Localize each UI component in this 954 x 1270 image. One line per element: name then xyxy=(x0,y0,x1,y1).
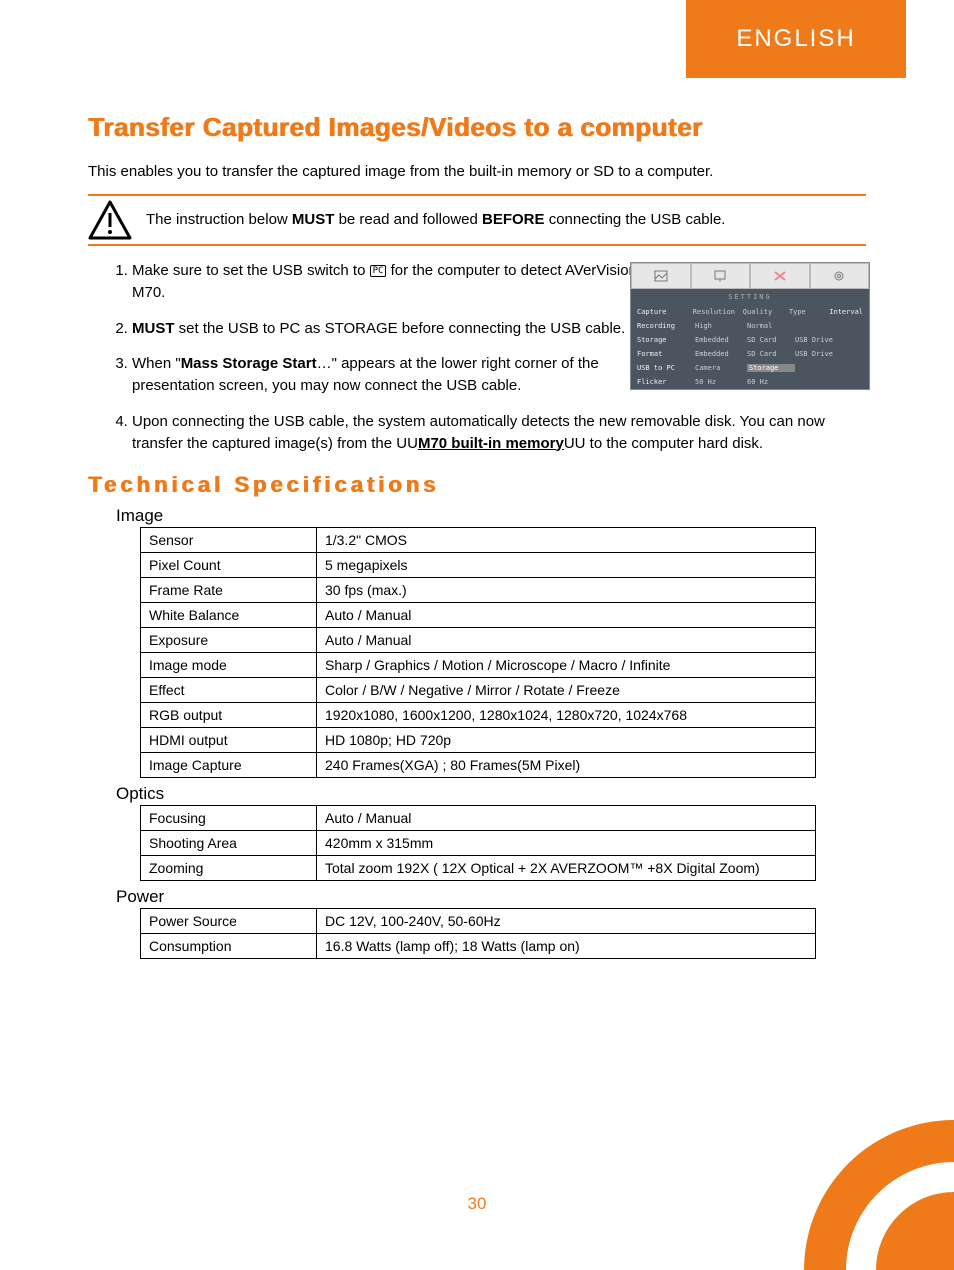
table-row: ExposureAuto / Manual xyxy=(141,628,816,653)
spec-value: 16.8 Watts (lamp off); 18 Watts (lamp on… xyxy=(317,934,816,959)
section-title-transfer: Transfer Captured Images/Videos to a com… xyxy=(88,112,866,143)
settings-caption: SETTING xyxy=(631,289,869,305)
spec-label: Exposure xyxy=(141,628,317,653)
spec-label: Consumption xyxy=(141,934,317,959)
spec-group-heading: Optics xyxy=(116,784,866,804)
spec-label: Shooting Area xyxy=(141,831,317,856)
spec-label: Effect xyxy=(141,678,317,703)
corner-graphic xyxy=(774,1120,954,1270)
spec-label: Image Capture xyxy=(141,753,317,778)
settings-row: FormatEmbeddedSD CardUSB Drive xyxy=(631,347,869,361)
spec-label: White Balance xyxy=(141,603,317,628)
warn-mid: be read and followed xyxy=(334,211,482,228)
table-row: FocusingAuto / Manual xyxy=(141,806,816,831)
step-4: Upon connecting the USB cable, the syste… xyxy=(132,411,866,455)
content: Transfer Captured Images/Videos to a com… xyxy=(88,0,866,959)
pc-badge-icon: PC xyxy=(370,265,387,278)
table-row: ZoomingTotal zoom 192X ( 12X Optical + 2… xyxy=(141,856,816,881)
settings-row: CaptureResolutionQualityTypeInterval xyxy=(631,305,869,319)
s1a: Make sure to set the USB switch to xyxy=(132,262,370,279)
warning-icon xyxy=(88,200,132,240)
s3bold: Mass Storage Start xyxy=(181,355,317,372)
table-row: Frame Rate30 fps (max.) xyxy=(141,578,816,603)
spec-value: 240 Frames(XGA) ; 80 Frames(5M Pixel) xyxy=(317,753,816,778)
page: ENGLISH Transfer Captured Images/Videos … xyxy=(0,0,954,1270)
warning-block: The instruction below MUST be read and f… xyxy=(88,194,866,246)
spec-value: DC 12V, 100-240V, 50-60Hz xyxy=(317,909,816,934)
settings-row: StorageEmbeddedSD CardUSB Drive xyxy=(631,333,869,347)
spec-value: Sharp / Graphics / Motion / Microscope /… xyxy=(317,653,816,678)
table-row: Consumption16.8 Watts (lamp off); 18 Wat… xyxy=(141,934,816,959)
warn-must: MUST xyxy=(292,211,335,228)
tab-gear-icon xyxy=(810,263,870,289)
settings-rows: CaptureResolutionQualityTypeIntervalReco… xyxy=(631,305,869,389)
s4b: UU to the computer hard disk. xyxy=(564,435,763,452)
spec-label: Sensor xyxy=(141,528,317,553)
table-row: Pixel Count5 megapixels xyxy=(141,553,816,578)
steps-wrap: SETTING CaptureResolutionQualityTypeInte… xyxy=(88,260,866,454)
settings-figure: SETTING CaptureResolutionQualityTypeInte… xyxy=(630,262,870,390)
s2rest: set the USB to PC as STORAGE before conn… xyxy=(175,320,626,337)
tab-tools-icon xyxy=(750,263,810,289)
table-row: Image Capture240 Frames(XGA) ; 80 Frames… xyxy=(141,753,816,778)
section-title-techspec: Technical Specifications xyxy=(88,472,866,498)
spec-label: Image mode xyxy=(141,653,317,678)
table-row: Power SourceDC 12V, 100-240V, 50-60Hz xyxy=(141,909,816,934)
spec-value: 1/3.2" CMOS xyxy=(317,528,816,553)
language-tab: ENGLISH xyxy=(686,0,906,78)
intro-text: This enables you to transfer the capture… xyxy=(88,161,866,182)
table-row: White BalanceAuto / Manual xyxy=(141,603,816,628)
spec-value: 5 megapixels xyxy=(317,553,816,578)
spec-label: HDMI output xyxy=(141,728,317,753)
warn-pre: The instruction below xyxy=(146,211,292,228)
spec-value: 1920x1080, 1600x1200, 1280x1024, 1280x72… xyxy=(317,703,816,728)
s3a: When " xyxy=(132,355,181,372)
table-row: Sensor1/3.2" CMOS xyxy=(141,528,816,553)
s2must: MUST xyxy=(132,320,175,337)
warn-post: connecting the USB cable. xyxy=(545,211,726,228)
settings-row: RecordingHighNormal xyxy=(631,319,869,333)
settings-row: USB to PCCameraStorage xyxy=(631,361,869,375)
spec-value: 30 fps (max.) xyxy=(317,578,816,603)
warning-text: The instruction below MUST be read and f… xyxy=(146,210,725,230)
spec-value: Auto / Manual xyxy=(317,806,816,831)
settings-tabs xyxy=(631,263,869,289)
spec-label: Frame Rate xyxy=(141,578,317,603)
spec-label: Power Source xyxy=(141,909,317,934)
tab-display-icon xyxy=(691,263,751,289)
spec-label: Pixel Count xyxy=(141,553,317,578)
spec-label: Zooming xyxy=(141,856,317,881)
s4link: M70 built-in memory xyxy=(418,435,564,452)
spec-label: Focusing xyxy=(141,806,317,831)
table-row: Shooting Area420mm x 315mm xyxy=(141,831,816,856)
table-row: Image modeSharp / Graphics / Motion / Mi… xyxy=(141,653,816,678)
table-row: RGB output1920x1080, 1600x1200, 1280x102… xyxy=(141,703,816,728)
table-row: HDMI outputHD 1080p; HD 720p xyxy=(141,728,816,753)
warn-before: BEFORE xyxy=(482,211,545,228)
spec-table: FocusingAuto / ManualShooting Area420mm … xyxy=(140,805,816,881)
settings-row: Flicker50 Hz60 Hz xyxy=(631,375,869,389)
spec-value: Auto / Manual xyxy=(317,603,816,628)
spec-value: HD 1080p; HD 720p xyxy=(317,728,816,753)
spec-value: 420mm x 315mm xyxy=(317,831,816,856)
spec-value: Total zoom 192X ( 12X Optical + 2X AVERZ… xyxy=(317,856,816,881)
spec-group-heading: Power xyxy=(116,887,866,907)
spec-container: ImageSensor1/3.2" CMOSPixel Count5 megap… xyxy=(88,506,866,959)
spec-table: Power SourceDC 12V, 100-240V, 50-60HzCon… xyxy=(140,908,816,959)
tab-image-icon xyxy=(631,263,691,289)
spec-label: RGB output xyxy=(141,703,317,728)
table-row: EffectColor / B/W / Negative / Mirror / … xyxy=(141,678,816,703)
spec-value: Auto / Manual xyxy=(317,628,816,653)
spec-group-heading: Image xyxy=(116,506,866,526)
spec-value: Color / B/W / Negative / Mirror / Rotate… xyxy=(317,678,816,703)
spec-table: Sensor1/3.2" CMOSPixel Count5 megapixels… xyxy=(140,527,816,778)
